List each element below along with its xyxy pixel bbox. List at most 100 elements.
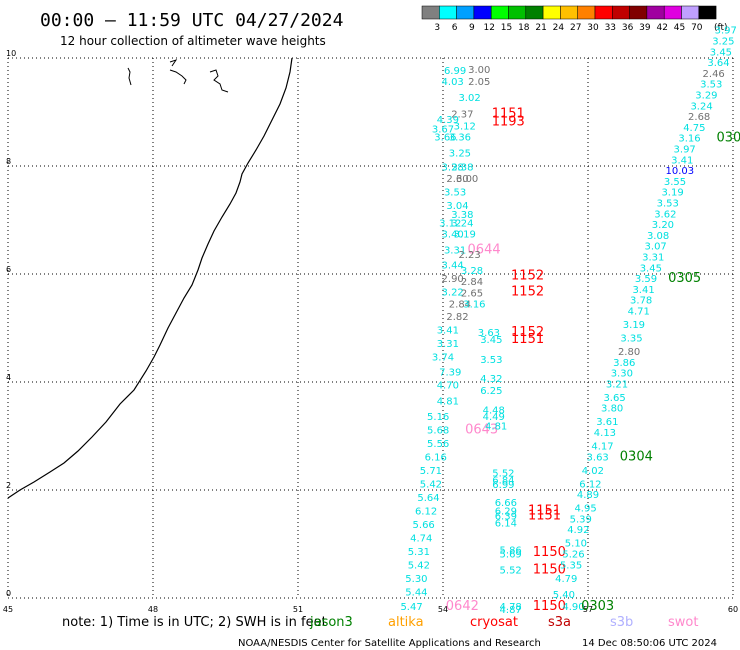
wave-height-label: 6.14 (495, 519, 517, 530)
map-grid (7, 57, 734, 599)
wave-height-label: 6.12 (415, 506, 437, 517)
wave-height-label: 2.37 (451, 109, 473, 120)
legend-swatch (698, 5, 717, 20)
footer-credit: NOAA/NESDIS Center for Satellite Applica… (238, 638, 541, 649)
wave-height-label: 5.69 (500, 550, 522, 561)
wave-height-label: 3.64 (707, 58, 729, 69)
legend-swatch (560, 5, 578, 20)
wave-height-label: 1193 (492, 115, 525, 130)
legend-swatch (681, 5, 700, 20)
wave-height-label: 3.00 (456, 174, 478, 185)
wave-height-label: 5.68 (427, 425, 449, 436)
legend-label: 24 (553, 23, 565, 33)
wave-height-label: 3.45 (710, 47, 732, 58)
legend-label: 6 (452, 23, 458, 33)
wave-height-label: 3.41 (437, 325, 459, 336)
wave-height-label: 1152 (511, 325, 544, 340)
wave-height-label: 5.10 (565, 539, 587, 550)
wave-height-label: 1151 (511, 332, 544, 347)
legend-swatch (577, 5, 596, 20)
legend-label: 15 (501, 23, 512, 33)
wave-height-label: 0642 (446, 599, 479, 614)
wave-height-label: 6.84 (492, 476, 514, 487)
wave-height-label: 3.16 (678, 134, 700, 145)
wave-height-label: 3.28 (461, 266, 483, 277)
wave-height-label: 4.79 (555, 574, 577, 585)
legend-label: 9 (469, 23, 475, 33)
x-tick-label: 57 (583, 605, 593, 614)
wave-height-label: 5.39 (570, 514, 592, 525)
island-shapes (127, 59, 229, 93)
wave-height-label: 3.22 (442, 288, 464, 299)
legend-label: 30 (587, 23, 599, 33)
satellite-legend-item: s3a (548, 615, 571, 630)
wave-height-label: 5.86 (500, 546, 522, 557)
wave-height-label: 0304 (620, 449, 653, 464)
wave-height-label: 3.62 (654, 209, 676, 220)
wave-height-label: 3.35 (620, 334, 642, 345)
y-tick-label: 0 (6, 589, 11, 598)
wave-height-label: 3.53 (480, 355, 502, 366)
wave-height-label: 0644 (468, 242, 501, 257)
wave-height-label: 3.36 (449, 133, 471, 144)
wave-height-label: 3.02 (458, 93, 480, 104)
wave-height-label: 5.66 (413, 520, 435, 531)
wave-height-label: 4.95 (574, 504, 596, 515)
wave-height-label: 6.99 (444, 66, 466, 77)
wave-height-label: 3.31 (444, 245, 466, 256)
wave-height-label: 4.87 (500, 605, 522, 616)
legend-swatch (490, 5, 509, 20)
legend-swatch (594, 5, 613, 20)
color-legend: 3 6 9 12 15 18 21 24 27 30 33 36 39 42 45 70 (421, 5, 717, 33)
wave-height-label: 10.03 (666, 166, 695, 177)
wave-height-label: 5.35 (560, 560, 582, 571)
wave-height-label: 3.97 (674, 145, 696, 156)
wave-height-label: 1151 (528, 503, 561, 518)
wave-height-label: 3.24 (451, 218, 473, 229)
wave-height-label: 4.49 (483, 412, 505, 423)
legend-label: 42 (656, 23, 667, 33)
satellite-legend-item: cryosat (470, 615, 518, 630)
wave-height-label: 3.78 (630, 296, 652, 307)
wave-height-label: 2.65 (461, 289, 483, 300)
y-tick-label: 2 (6, 481, 11, 490)
wave-height-label: 3.21 (606, 379, 628, 390)
wave-height-label: 4.78 (500, 602, 522, 613)
wave-height-label: 3.30 (611, 369, 633, 380)
legend-swatch (629, 5, 648, 20)
wave-height-label: 2.82 (446, 312, 468, 323)
wave-height-label: 3.19 (454, 229, 476, 240)
wave-height-label: 4.74 (410, 533, 432, 544)
wave-height-label: 3.40 (442, 229, 464, 240)
wave-height-label: 3.53 (657, 199, 679, 210)
y-tick-label: 10 (6, 49, 16, 58)
wave-height-label: 3.31 (642, 253, 664, 264)
x-tick-label: 45 (3, 605, 13, 614)
wave-height-label: 5.47 (400, 602, 422, 613)
wave-height-label: 1152 (511, 285, 544, 300)
wave-height-label: 3.38 (451, 210, 473, 221)
legend-label: 18 (518, 23, 530, 33)
wave-height-label: 4.71 (628, 307, 650, 318)
wave-height-label: 3.67 (432, 125, 454, 136)
wave-height-label: 4.02 (582, 466, 604, 477)
wave-height-label: 6.99 (492, 480, 514, 491)
legend-swatch (421, 5, 440, 20)
wave-height-label: 2.60 (446, 174, 468, 185)
coastline-path (7, 57, 293, 499)
wave-height-label: 5.16 (427, 412, 449, 423)
wave-height-label: 5.42 (408, 560, 430, 571)
legend-swatch (542, 5, 561, 20)
wave-height-label: 3.16 (463, 299, 485, 310)
wave-height-label: 1150 (533, 599, 566, 614)
satellite-legend-item: s3b (610, 615, 633, 630)
legend-swatch (439, 5, 457, 20)
wave-height-label: 7.39 (439, 368, 461, 379)
wave-height-label: 3.04 (446, 201, 468, 212)
wave-height-labels: 6.99 3.004.03 2.053.022.374.393.123.673.66… (400, 26, 740, 616)
legend-label: 39 (639, 23, 651, 33)
legend-unit: (ft) (714, 23, 728, 33)
axis-labels: 45 48 51 54 57 60 0 2 4 6 8 10 (3, 49, 738, 614)
wave-height-label: 3.07 (645, 242, 667, 253)
